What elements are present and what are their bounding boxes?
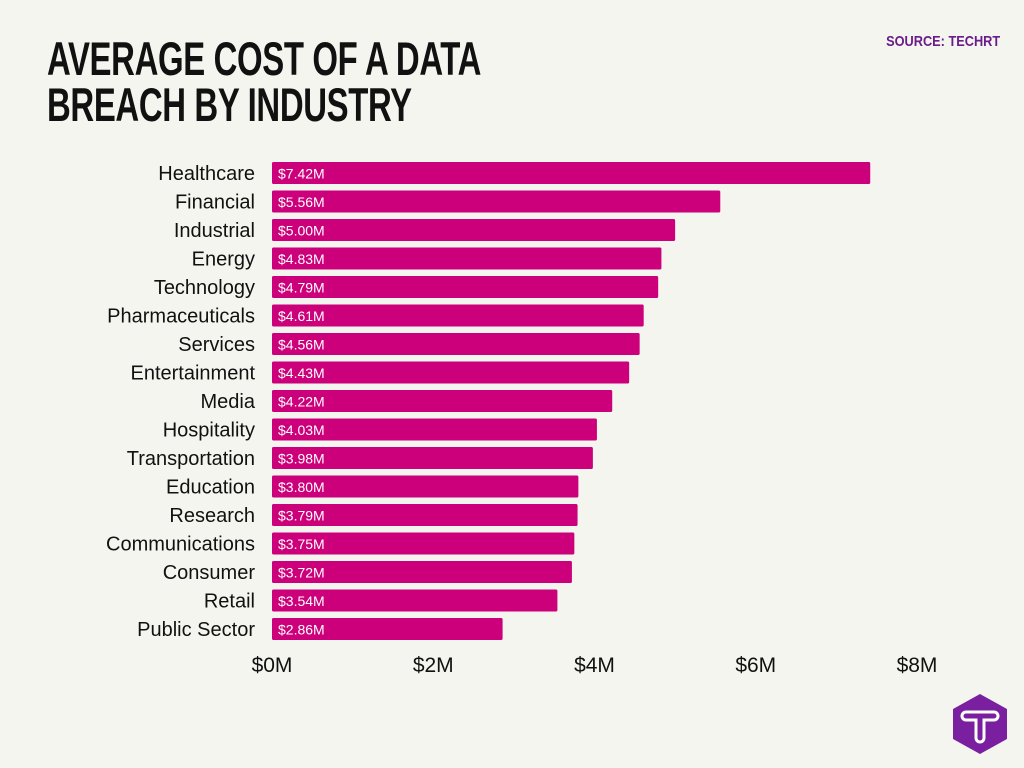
category-label: Technology	[154, 277, 255, 299]
bar-value-label: $4.83M	[278, 251, 325, 267]
bar	[272, 618, 503, 640]
bar	[272, 219, 676, 241]
bar-value-label: $4.56M	[278, 337, 325, 353]
bar	[272, 589, 558, 612]
bar-value-label: $2.86M	[278, 622, 325, 638]
techrt-logo-icon	[953, 694, 1007, 754]
bar-value-label: $3.79M	[278, 508, 325, 524]
bar	[272, 304, 644, 327]
bar	[272, 361, 630, 384]
source-label: SOURCE: TECHRT	[885, 33, 1000, 50]
category-label: Consumer	[163, 562, 256, 584]
bar-value-label: $3.75M	[278, 536, 325, 552]
x-tick-label: $6M	[735, 654, 776, 677]
bar	[272, 333, 640, 355]
category-label: Public Sector	[137, 619, 255, 641]
category-label: Services	[178, 334, 255, 356]
bar-value-label: $4.61M	[278, 308, 325, 324]
category-label: Education	[166, 477, 255, 499]
chart-title: AVERAGE COST OF A DATA BREACH BY INDUSTR…	[47, 32, 480, 131]
bar	[272, 390, 613, 412]
x-tick-label: $2M	[413, 654, 454, 677]
bar	[272, 447, 593, 469]
bar-value-label: $4.03M	[278, 422, 325, 438]
bar	[272, 475, 579, 498]
x-tick-label: $8M	[897, 654, 938, 677]
bar	[272, 418, 597, 441]
x-tick-label: $4M	[574, 654, 615, 677]
bar	[272, 532, 575, 555]
category-label: Industrial	[174, 220, 255, 242]
bar	[272, 276, 659, 298]
category-label: Energy	[192, 249, 255, 271]
category-label: Hospitality	[163, 420, 255, 442]
category-label: Communications	[106, 534, 255, 556]
bar-value-label: $5.56M	[278, 194, 325, 210]
bar-value-label: $3.80M	[278, 479, 325, 495]
bar	[272, 561, 572, 583]
bar	[272, 247, 662, 270]
bar-value-label: $3.54M	[278, 593, 325, 609]
bar-value-label: $4.43M	[278, 365, 325, 381]
bar-value-label: $3.72M	[278, 565, 325, 581]
bar-value-label: $7.42M	[278, 166, 325, 182]
bar-value-label: $4.22M	[278, 394, 325, 410]
category-label: Financial	[175, 192, 255, 214]
bar	[272, 190, 721, 213]
bar-value-label: $4.79M	[278, 280, 325, 296]
bar-value-label: $5.00M	[278, 223, 325, 239]
category-label: Retail	[204, 591, 255, 613]
category-label: Media	[201, 391, 256, 413]
category-label: Pharmaceuticals	[107, 306, 255, 328]
category-label: Entertainment	[130, 363, 255, 385]
x-tick-label: $0M	[252, 654, 293, 677]
category-label: Transportation	[127, 448, 255, 470]
category-label: Healthcare	[158, 163, 255, 185]
bar	[272, 162, 871, 184]
bar	[272, 504, 578, 526]
category-label: Research	[169, 505, 255, 527]
bar-value-label: $3.98M	[278, 451, 325, 467]
